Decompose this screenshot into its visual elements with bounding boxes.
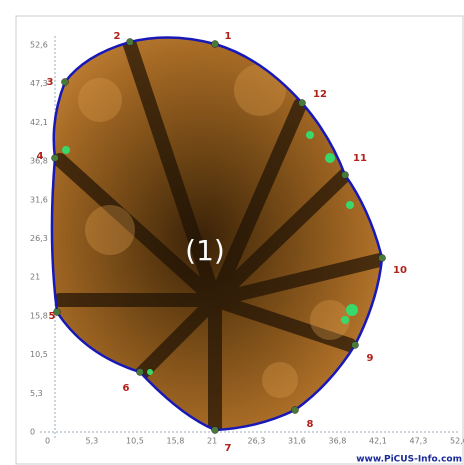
sensor-label: 10 [393,265,407,276]
y-tick-label: 52,6 [30,41,48,50]
sensor-point [351,341,359,349]
sensor-label: 7 [225,443,232,454]
x-tick-label: 42,1 [369,437,387,446]
y-tick-label: 15,8 [30,311,48,320]
sensor-label: 1 [225,31,232,42]
x-tick-label: 47,3 [410,437,428,446]
x-tick-label: 21 [207,437,217,446]
sensor-point [378,254,386,262]
sensor-point [291,406,299,414]
sensor-point [61,78,69,86]
cross-section [51,37,382,431]
section-label: (1) [185,234,225,267]
x-tick-label: 52,6 [450,437,464,446]
x-tick-label: 36,8 [329,437,347,446]
sensor-point [298,99,306,107]
watermark: www.PiCUS-Info.com [356,455,462,465]
sensor-point [211,426,219,434]
x-tick-label: 15,8 [167,437,185,446]
sensor-point [126,38,134,46]
x-tick-label: 31,6 [288,437,306,446]
x-tick-label: 26,3 [248,437,266,446]
y-tick-label: 42,1 [30,118,48,127]
sensor-label: 2 [114,31,121,42]
y-tick-label: 36,8 [30,157,48,166]
sensor-label: 6 [123,383,130,394]
x-tick-label: 5,3 [86,437,99,446]
sensor-label: 8 [307,419,314,430]
y-tick-label: 21 [30,273,40,282]
sensor-label: 3 [47,77,54,88]
x-tick-label: 0 [45,437,50,446]
y-tick-label: 26,3 [30,234,48,243]
sensor-label: 4 [37,151,44,162]
sensor-label: 9 [367,353,374,364]
sensor-point [51,154,59,162]
sensor-point [136,368,144,376]
y-tick-label: 47,3 [30,79,48,88]
y-tick-label: 5,3 [30,389,43,398]
sensor-label: 12 [313,89,327,100]
y-tick-label: 31,6 [30,195,48,204]
x-tick-label: 10,5 [126,437,144,446]
y-tick-label: 0 [30,428,35,437]
y-tick-label: 10,5 [30,350,48,359]
sensor-point [341,171,349,179]
sensor-label: 11 [353,153,367,164]
sensor-point [53,308,61,316]
sensor-label: 5 [49,311,56,322]
sensor-point [211,40,219,48]
